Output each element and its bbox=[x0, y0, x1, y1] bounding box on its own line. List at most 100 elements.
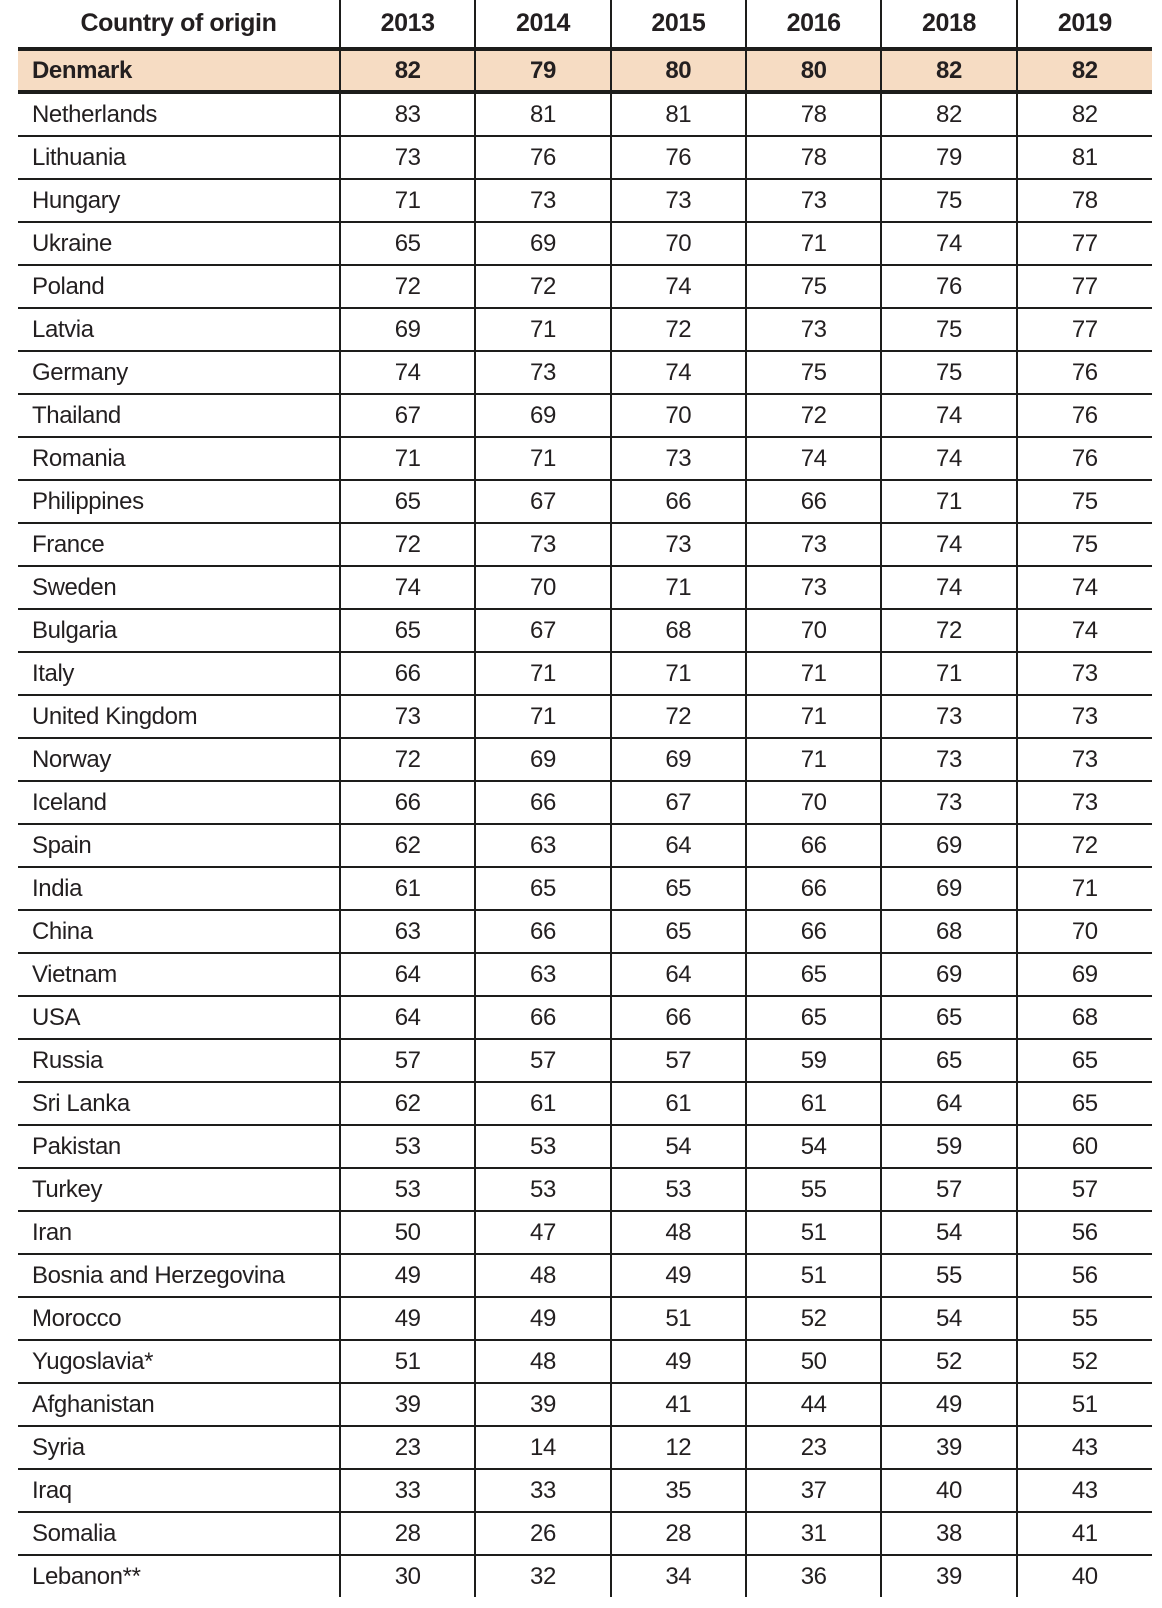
value-cell: 70 bbox=[474, 566, 612, 610]
country-name: Netherlands bbox=[18, 92, 341, 137]
country-name: Iceland bbox=[18, 781, 341, 825]
value-cell: 49 bbox=[609, 1340, 747, 1384]
value-cell: 71 bbox=[609, 652, 747, 696]
value-cell: 71 bbox=[474, 308, 612, 352]
table-row: China 63 66 65 66 68 70 bbox=[18, 910, 1152, 954]
value-cell: 65 bbox=[744, 996, 883, 1040]
value-cell: 75 bbox=[880, 179, 1018, 223]
value-cell: 67 bbox=[474, 480, 612, 524]
table-row: Yugoslavia* 51 48 49 50 52 52 bbox=[18, 1340, 1152, 1384]
value-cell: 72 bbox=[338, 738, 477, 782]
value-cell: 48 bbox=[474, 1340, 612, 1384]
value-cell: 82 bbox=[1015, 92, 1152, 137]
value-cell: 69 bbox=[338, 308, 477, 352]
value-cell: 72 bbox=[609, 695, 747, 739]
value-cell: 64 bbox=[338, 953, 477, 997]
table-row: India 61 65 65 66 69 71 bbox=[18, 867, 1152, 911]
value-cell: 65 bbox=[338, 222, 477, 266]
country-name: Bosnia and Herzegovina bbox=[18, 1254, 341, 1298]
country-name: Sweden bbox=[18, 566, 341, 610]
country-name: Iran bbox=[18, 1211, 341, 1255]
country-name: Philippines bbox=[18, 480, 341, 524]
value-cell: 51 bbox=[609, 1297, 747, 1341]
value-cell: 50 bbox=[744, 1340, 883, 1384]
value-cell: 65 bbox=[338, 609, 477, 653]
country-name: Spain bbox=[18, 824, 341, 868]
value-cell: 74 bbox=[609, 265, 747, 309]
value-cell: 57 bbox=[338, 1039, 477, 1083]
value-cell: 71 bbox=[1015, 867, 1152, 911]
value-cell: 23 bbox=[744, 1426, 883, 1470]
country-name: Bulgaria bbox=[18, 609, 341, 653]
country-name: France bbox=[18, 523, 341, 567]
country-name: Somalia bbox=[18, 1512, 341, 1556]
value-cell: 69 bbox=[474, 222, 612, 266]
value-cell: 68 bbox=[880, 910, 1018, 954]
country-name: Sri Lanka bbox=[18, 1082, 341, 1126]
value-cell: 77 bbox=[1015, 265, 1152, 309]
value-cell: 65 bbox=[609, 867, 747, 911]
table-row: Italy 66 71 71 71 71 73 bbox=[18, 652, 1152, 696]
value-cell: 49 bbox=[338, 1297, 477, 1341]
value-cell: 66 bbox=[474, 910, 612, 954]
value-cell: 76 bbox=[1015, 351, 1152, 395]
table-row: Poland 72 72 74 75 76 77 bbox=[18, 265, 1152, 309]
value-cell: 57 bbox=[880, 1168, 1018, 1212]
value-cell: 71 bbox=[474, 695, 612, 739]
value-cell: 80 bbox=[744, 47, 883, 94]
value-cell: 73 bbox=[338, 136, 477, 180]
value-cell: 73 bbox=[474, 179, 612, 223]
value-cell: 69 bbox=[1015, 953, 1152, 997]
value-cell: 23 bbox=[338, 1426, 477, 1470]
value-cell: 76 bbox=[880, 265, 1018, 309]
value-cell: 61 bbox=[338, 867, 477, 911]
country-name: Poland bbox=[18, 265, 341, 309]
table-header: Country of origin 2013 2014 2015 2016 2018 201… bbox=[18, 0, 1152, 51]
country-name: Afghanistan bbox=[18, 1383, 341, 1427]
table-row: Germany 74 73 74 75 75 76 bbox=[18, 351, 1152, 395]
value-cell: 66 bbox=[609, 480, 747, 524]
country-name: USA bbox=[18, 996, 341, 1040]
country-name: Russia bbox=[18, 1039, 341, 1083]
value-cell: 77 bbox=[1015, 222, 1152, 266]
value-cell: 71 bbox=[880, 480, 1018, 524]
value-cell: 73 bbox=[880, 738, 1018, 782]
value-cell: 83 bbox=[338, 92, 477, 137]
value-cell: 55 bbox=[1015, 1297, 1152, 1341]
value-cell: 78 bbox=[1015, 179, 1152, 223]
value-cell: 76 bbox=[474, 136, 612, 180]
value-cell: 71 bbox=[744, 695, 883, 739]
value-cell: 66 bbox=[474, 996, 612, 1040]
value-cell: 82 bbox=[338, 47, 477, 94]
table-row: Afghanistan 39 39 41 44 49 51 bbox=[18, 1383, 1152, 1427]
value-cell: 71 bbox=[744, 652, 883, 696]
value-cell: 30 bbox=[338, 1555, 477, 1597]
table-row: Russia 57 57 57 59 65 65 bbox=[18, 1039, 1152, 1083]
table-row: Iceland 66 66 67 70 73 73 bbox=[18, 781, 1152, 825]
value-cell: 62 bbox=[338, 824, 477, 868]
value-cell: 73 bbox=[338, 695, 477, 739]
value-cell: 64 bbox=[609, 824, 747, 868]
value-cell: 64 bbox=[609, 953, 747, 997]
table-row: USA 64 66 66 65 65 68 bbox=[18, 996, 1152, 1040]
value-cell: 57 bbox=[474, 1039, 612, 1083]
value-cell: 57 bbox=[1015, 1168, 1152, 1212]
value-cell: 69 bbox=[880, 824, 1018, 868]
value-cell: 48 bbox=[474, 1254, 612, 1298]
value-cell: 75 bbox=[744, 351, 883, 395]
value-cell: 73 bbox=[744, 179, 883, 223]
value-cell: 70 bbox=[1015, 910, 1152, 954]
value-cell: 68 bbox=[609, 609, 747, 653]
value-cell: 73 bbox=[880, 695, 1018, 739]
value-cell: 65 bbox=[880, 1039, 1018, 1083]
value-cell: 73 bbox=[609, 523, 747, 567]
value-cell: 53 bbox=[338, 1125, 477, 1169]
header-year: 2013 bbox=[338, 0, 477, 51]
value-cell: 56 bbox=[1015, 1211, 1152, 1255]
value-cell: 71 bbox=[338, 179, 477, 223]
value-cell: 44 bbox=[744, 1383, 883, 1427]
value-cell: 56 bbox=[1015, 1254, 1152, 1298]
value-cell: 75 bbox=[744, 265, 883, 309]
value-cell: 59 bbox=[880, 1125, 1018, 1169]
value-cell: 54 bbox=[880, 1297, 1018, 1341]
